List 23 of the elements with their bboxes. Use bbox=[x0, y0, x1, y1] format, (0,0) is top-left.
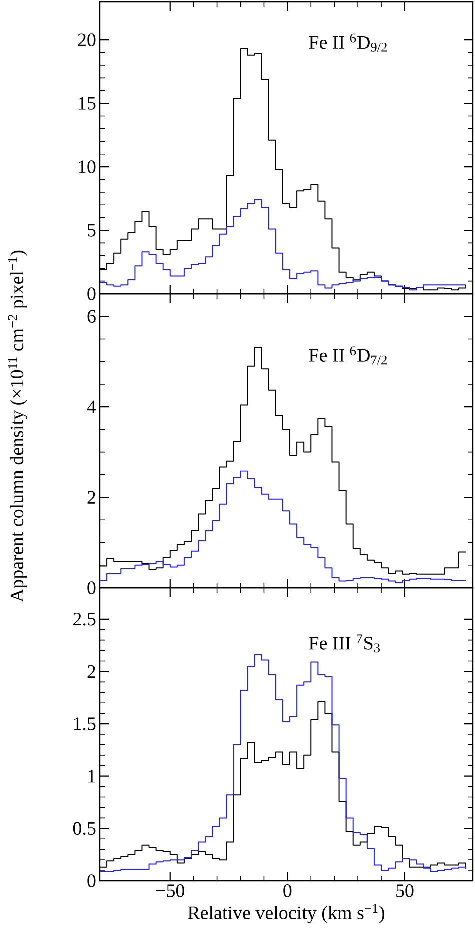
y-tick-label: 0.5 bbox=[73, 822, 96, 836]
annotation: Fe II $^{6}$D$_{9/2}$ bbox=[309, 34, 387, 52]
y-tick-label: 20 bbox=[78, 34, 96, 46]
y-tick-label: 0 bbox=[88, 874, 96, 888]
x-tick-label: 50 bbox=[396, 884, 414, 898]
y-tick-label: 1.5 bbox=[74, 718, 96, 730]
y-axis-title: Apparent column density (×10$^{11}$ cm$^{−2}$ pixel$^{−1}$) bbox=[8, 250, 28, 602]
y-tick-label: 10 bbox=[79, 160, 96, 174]
y-tick-label: 15 bbox=[79, 97, 96, 110]
x-axis-title: Relative velocity (km s$^{−1}$) bbox=[188, 904, 385, 924]
y-tick-label: 0 bbox=[88, 582, 96, 594]
x-tick-label: −50 bbox=[156, 884, 184, 898]
y-tick-label: 5 bbox=[88, 224, 96, 237]
annotation: Fe III $^{7}$S$_{3}$ bbox=[309, 634, 380, 653]
y-tick-label: 2.5 bbox=[74, 612, 96, 626]
y-tick-label: 4 bbox=[87, 400, 96, 414]
x-tick-label: 0 bbox=[284, 884, 292, 898]
y-tick-label: 6 bbox=[88, 310, 96, 323]
annotation: Fe II $^{6}$D$_{7/2}$ bbox=[309, 346, 387, 365]
y-tick-label: 2 bbox=[88, 491, 96, 504]
y-tick-label: 0 bbox=[88, 288, 96, 300]
y-tick-label: 1 bbox=[88, 770, 96, 783]
y-tick-label: 2 bbox=[88, 665, 96, 678]
